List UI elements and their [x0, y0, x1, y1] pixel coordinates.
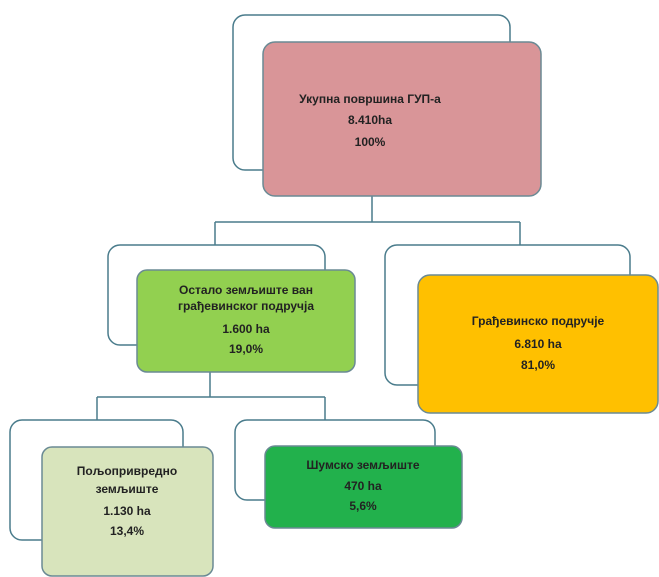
- node-label: 1.600 ha: [222, 322, 270, 336]
- node-label: земљиште: [96, 482, 159, 496]
- node-box: [41, 446, 214, 577]
- node-label: Грађевинско подручје: [472, 314, 605, 328]
- node-box: [262, 41, 542, 197]
- node-label: 19,0%: [229, 342, 263, 356]
- node-label: 100%: [355, 135, 386, 149]
- node-label: 1.130 ha: [103, 504, 151, 518]
- node-label: Пољопривредно: [77, 464, 177, 478]
- node-label: Укупна површина ГУП-а: [299, 92, 441, 106]
- node-box: [417, 274, 659, 414]
- node-label: 81,0%: [521, 358, 555, 372]
- node-box: [264, 445, 463, 529]
- node-label: 470 ha: [344, 479, 382, 493]
- node-box: [136, 269, 356, 373]
- node-label: грађевинског подручја: [178, 299, 314, 313]
- node-label: 8.410ha: [348, 113, 392, 127]
- node-label: 6.810 ha: [514, 337, 562, 351]
- node-label: Шумско земљиште: [306, 458, 420, 472]
- node-label: Остало земљиште ван: [179, 283, 313, 297]
- node-label: 5,6%: [349, 499, 377, 513]
- node-label: 13,4%: [110, 524, 144, 538]
